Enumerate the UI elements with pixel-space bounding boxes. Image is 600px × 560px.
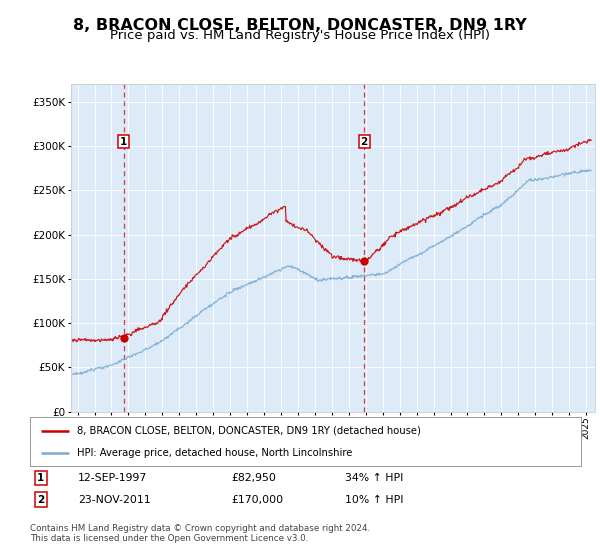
Text: Price paid vs. HM Land Registry's House Price Index (HPI): Price paid vs. HM Land Registry's House … [110,29,490,42]
Text: 12-SEP-1997: 12-SEP-1997 [78,473,147,483]
Text: 8, BRACON CLOSE, BELTON, DONCASTER, DN9 1RY: 8, BRACON CLOSE, BELTON, DONCASTER, DN9 … [73,18,527,33]
Text: 1: 1 [120,137,127,147]
Text: £170,000: £170,000 [231,494,283,505]
Text: 2: 2 [37,494,44,505]
Text: 8, BRACON CLOSE, BELTON, DONCASTER, DN9 1RY (detached house): 8, BRACON CLOSE, BELTON, DONCASTER, DN9 … [77,426,421,436]
Text: 23-NOV-2011: 23-NOV-2011 [78,494,151,505]
Text: £82,950: £82,950 [231,473,276,483]
Text: 2: 2 [361,137,368,147]
Text: 34% ↑ HPI: 34% ↑ HPI [345,473,403,483]
Text: 1: 1 [37,473,44,483]
Text: 10% ↑ HPI: 10% ↑ HPI [345,494,404,505]
Text: Contains HM Land Registry data © Crown copyright and database right 2024.
This d: Contains HM Land Registry data © Crown c… [30,524,370,543]
Text: HPI: Average price, detached house, North Lincolnshire: HPI: Average price, detached house, Nort… [77,447,352,458]
